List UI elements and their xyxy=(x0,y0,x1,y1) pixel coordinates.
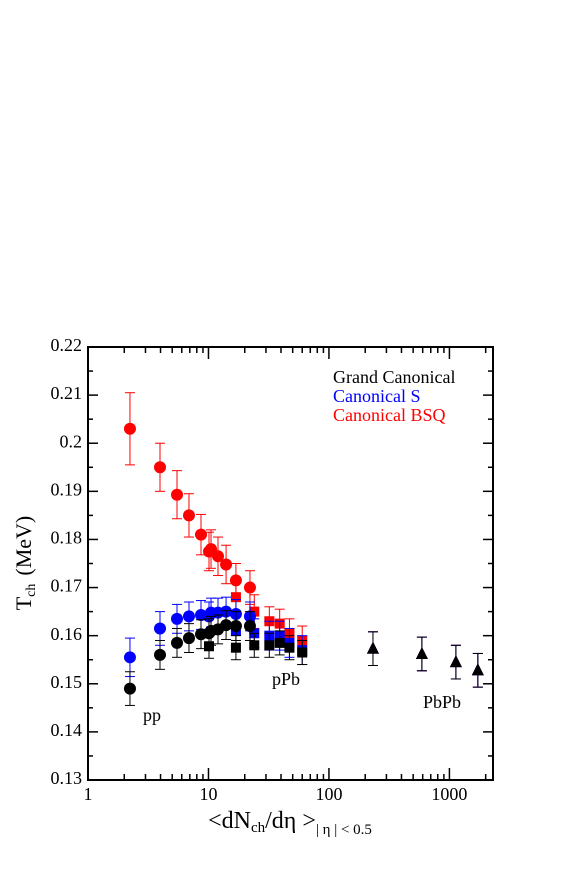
y-tick-label: 0.22 xyxy=(51,335,83,355)
marker-triangle xyxy=(449,655,462,668)
marker-circle xyxy=(229,620,242,633)
marker-circle xyxy=(123,651,136,664)
y-tick-label: 0.13 xyxy=(51,768,83,788)
marker-circle xyxy=(171,636,184,649)
y-label-sub: ch xyxy=(24,584,39,597)
marker-triangle xyxy=(366,641,379,654)
marker-circle xyxy=(243,581,256,594)
y-axis-label: Tch (MeV) xyxy=(11,516,39,611)
x-label-range: | η | < 0.5 xyxy=(316,822,372,838)
legend-entry: Canonical BSQ xyxy=(333,405,446,425)
marker-circle xyxy=(195,528,208,541)
x-tick-label: 1 xyxy=(84,784,93,804)
legend-entry: Grand Canonical xyxy=(333,367,455,387)
marker-square xyxy=(297,647,308,658)
x-axis-label: <dNch/dη >| η | < 0.5 xyxy=(208,808,372,839)
y-tick-label: 0.17 xyxy=(51,576,83,596)
marker-square xyxy=(230,642,241,653)
x-tick-label: 100 xyxy=(315,784,342,804)
marker-square xyxy=(264,640,275,651)
marker-circle xyxy=(182,632,195,645)
annotation: pPb xyxy=(272,669,300,689)
x-tick-label: 1000 xyxy=(431,784,467,804)
marker-circle xyxy=(154,461,167,474)
marker-circle xyxy=(123,682,136,695)
y-tick-label: 0.18 xyxy=(51,528,83,548)
marker-circle xyxy=(220,619,233,632)
y-tick-label: 0.19 xyxy=(51,479,83,499)
marker-square xyxy=(274,637,285,648)
x-label-main: <dN xyxy=(208,808,251,834)
marker-circle xyxy=(123,422,136,435)
marker-circle xyxy=(243,620,256,633)
y-tick-label: 0.2 xyxy=(60,431,83,451)
y-label-main: T xyxy=(11,596,36,610)
marker-circle xyxy=(220,558,233,571)
x-label-mid: /dη > xyxy=(265,808,316,834)
y-tick-label: 0.16 xyxy=(51,624,83,644)
marker-circle xyxy=(171,612,184,625)
marker-circle xyxy=(182,509,195,522)
marker-square xyxy=(284,642,295,653)
x-label-sub: ch xyxy=(251,820,266,836)
y-label-unit: (MeV) xyxy=(11,516,36,576)
marker-triangle xyxy=(471,663,484,676)
marker-triangle xyxy=(415,646,428,659)
annotation: PbPb xyxy=(423,692,461,712)
marker-square xyxy=(230,592,241,603)
x-tick-label: 10 xyxy=(199,784,217,804)
marker-circle xyxy=(171,488,184,501)
marker-square xyxy=(203,641,214,652)
y-tick-label: 0.21 xyxy=(51,383,83,403)
marker-square xyxy=(249,640,260,651)
marker-circle xyxy=(212,550,225,563)
marker-circle xyxy=(154,648,167,661)
y-tick-label: 0.14 xyxy=(51,720,83,740)
y-tick-label: 0.15 xyxy=(51,672,83,692)
marker-circle xyxy=(182,610,195,623)
marker-circle xyxy=(154,622,167,635)
legend-entry: Canonical S xyxy=(333,386,421,406)
annotation: pp xyxy=(143,705,161,725)
